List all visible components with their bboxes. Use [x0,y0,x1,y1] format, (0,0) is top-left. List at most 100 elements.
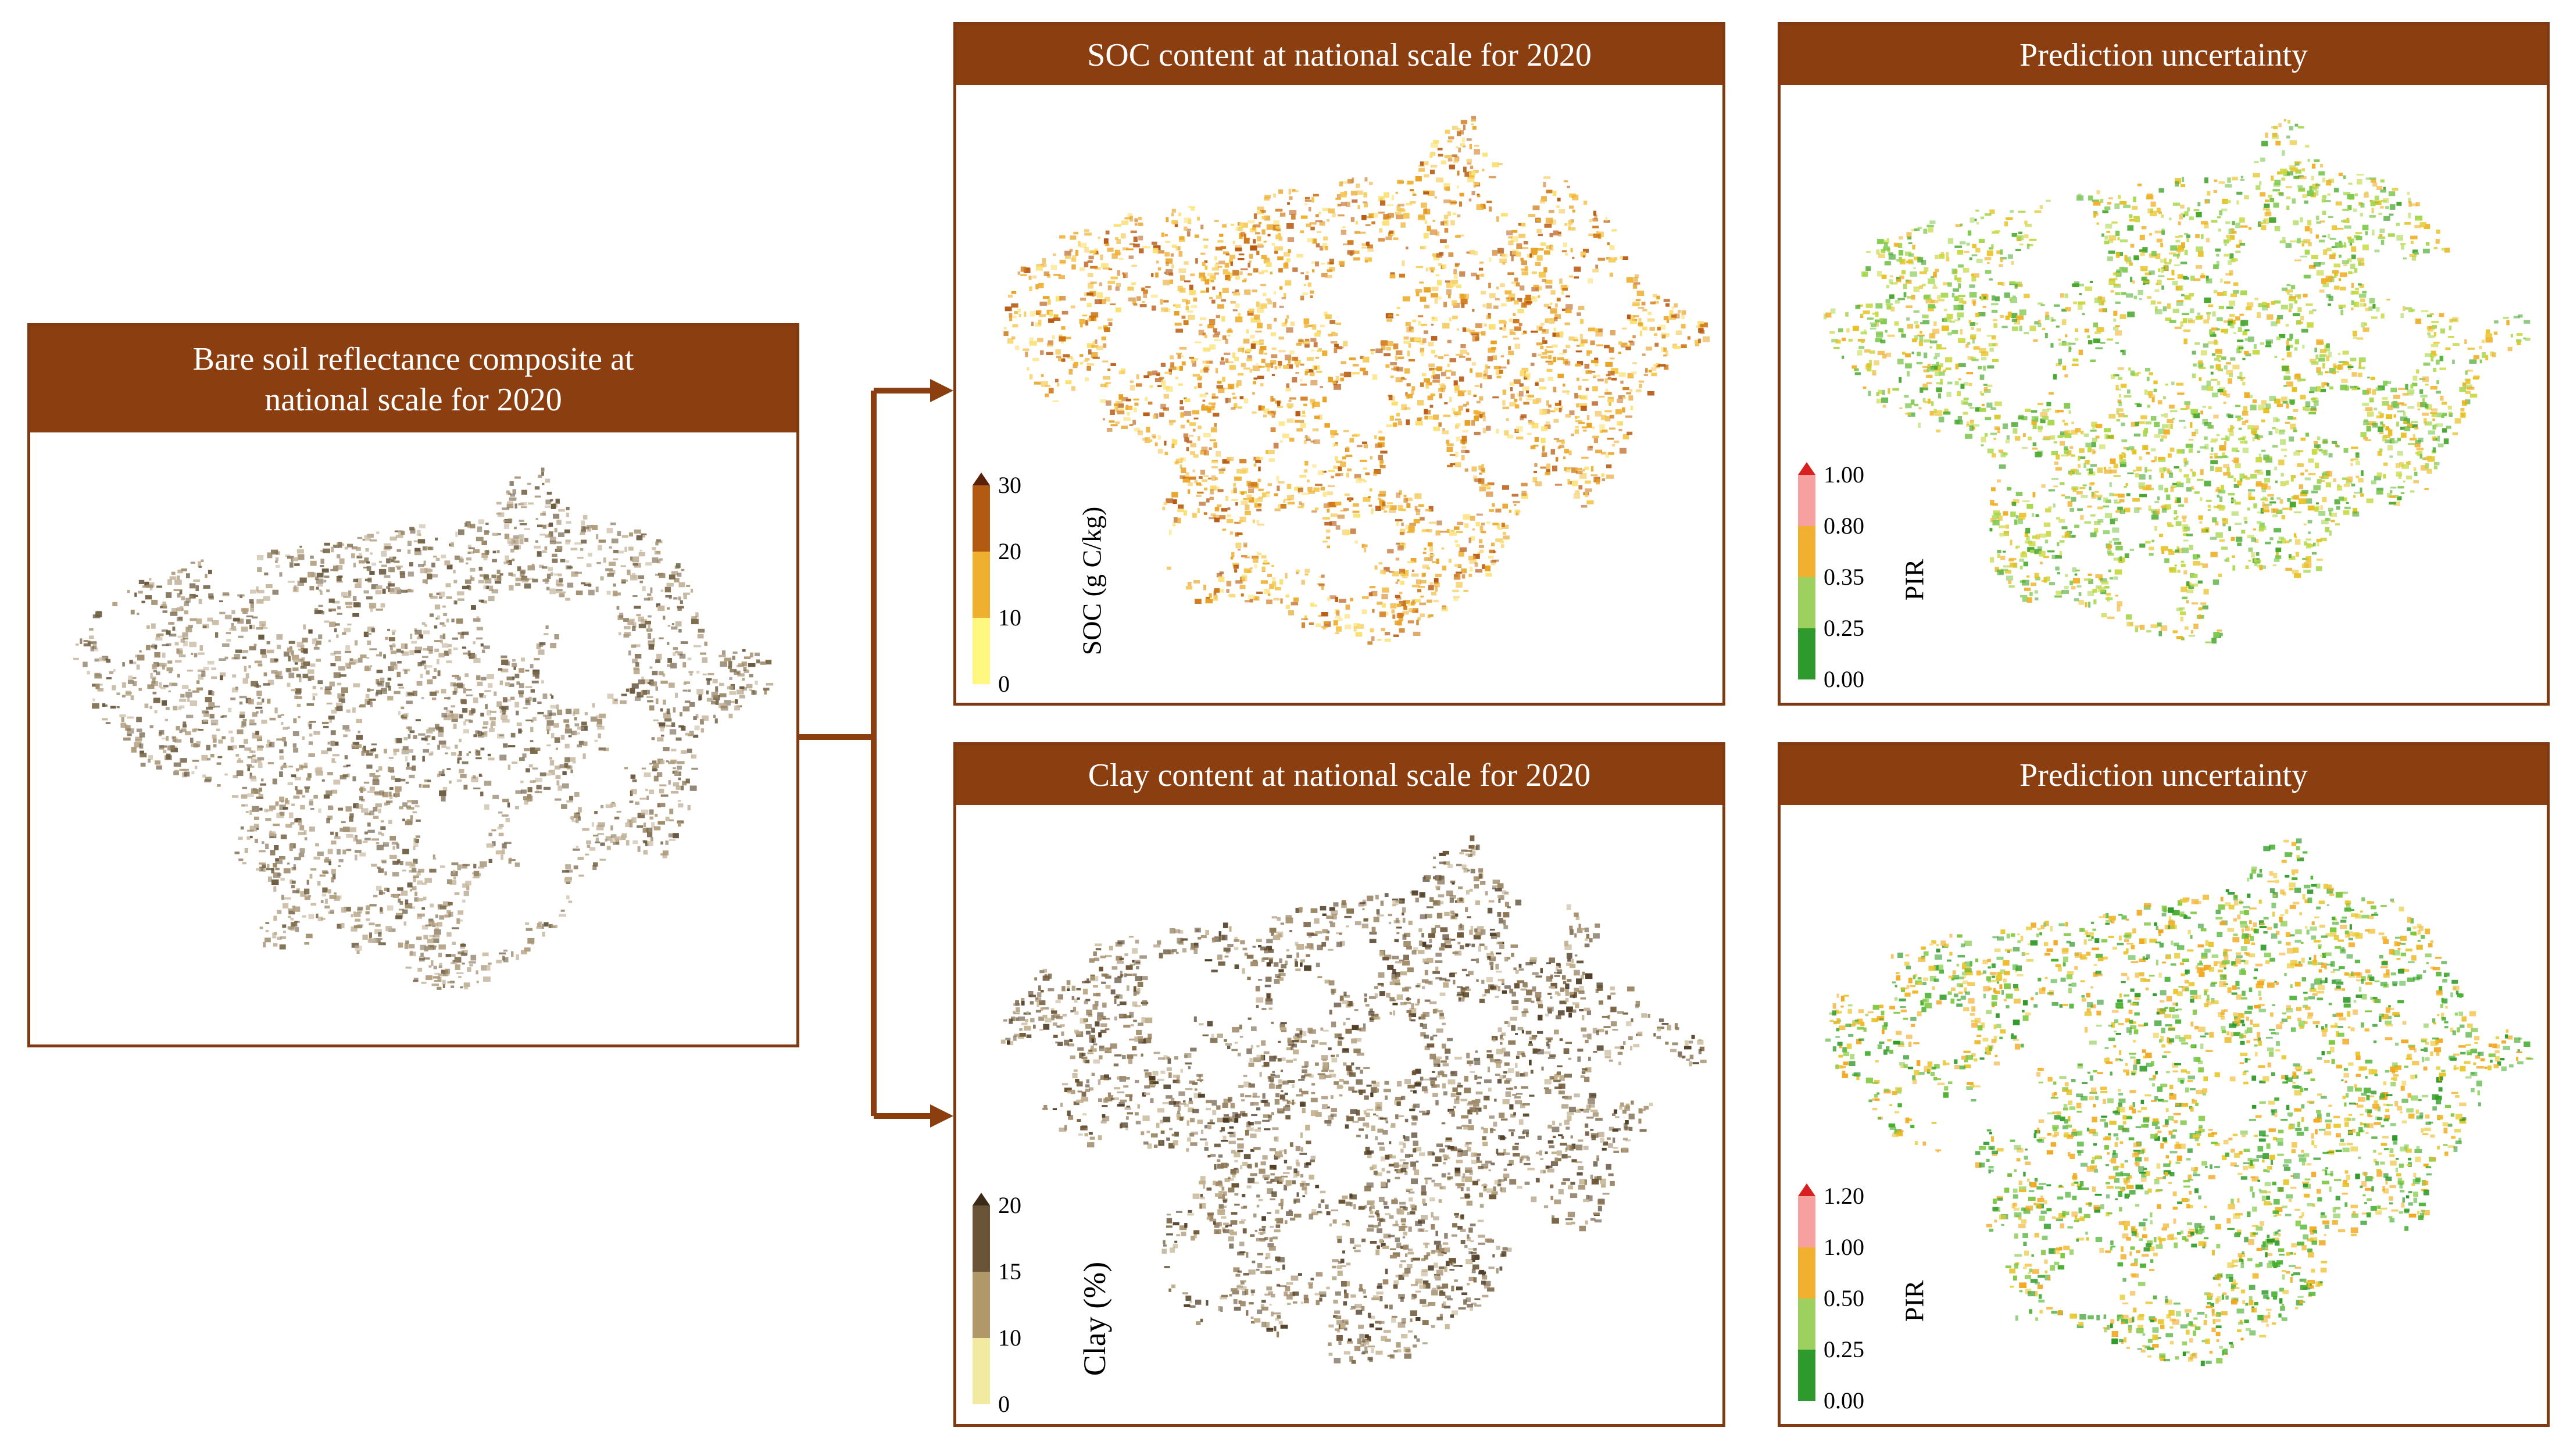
map-pixel [1264,215,1271,221]
map-pixel [191,771,195,775]
map-pixel [99,657,106,661]
map-pixel [1417,589,1421,593]
map-pixel [468,585,471,591]
map-pixel [669,839,675,841]
map-pixel [1204,487,1208,491]
map-pixel [1445,377,1450,379]
map-pixel [390,650,396,654]
map-pixel [328,608,336,611]
map-pixel [273,863,277,868]
map-pixel [1132,301,1136,305]
map-pixel [577,857,584,860]
map-pixel [1518,323,1522,327]
map-pixel [1633,315,1639,317]
map-pixel [342,849,346,854]
map-pixel [301,765,308,768]
map-pixel [1175,304,1181,309]
map-pixel [454,892,460,895]
map-pixel [580,532,585,535]
map-pixel [1453,411,1460,414]
map-pixel [392,872,399,877]
map-pixel [1185,585,1193,590]
map-pixel [406,762,410,767]
map-pixel [326,702,333,704]
map-pixel [353,602,360,607]
map-pixel [697,634,704,639]
map-pixel [367,700,371,705]
map-pixel [282,903,289,908]
map-pixel [1564,449,1569,454]
map-pixel [1285,280,1292,286]
map-pixel [1203,245,1208,249]
map-pixel [1166,262,1169,267]
map-pixel [1461,439,1465,445]
map-pixel [312,693,318,696]
map-pixel [649,666,653,669]
map-pixel [344,627,351,632]
map-pixel [177,607,183,611]
map-pixel [1038,320,1042,325]
map-pixel [545,578,549,584]
map-pixel [312,638,316,645]
map-pixel [1516,243,1522,249]
map-pixel [677,820,684,824]
map-pixel [1453,597,1459,601]
map-pixel [346,849,352,852]
map-pixel [741,661,747,667]
map-pixel [356,950,360,954]
map-pixel [530,740,534,742]
map-pixel [613,550,619,553]
map-pixel [1393,343,1399,349]
map-pixel [659,573,666,578]
map-pixel [1303,284,1306,286]
map-pixel [397,684,403,686]
map-pixel [402,909,408,914]
map-pixel [196,618,202,624]
map-pixel [1542,352,1547,355]
map-pixel [299,577,307,583]
map-pixel [362,747,364,752]
map-pixel [1521,271,1528,276]
map-pixel [307,773,312,778]
map-pixel [599,858,606,861]
map-pixel [1209,517,1216,520]
map-pixel [434,668,437,672]
map-pixel [1435,274,1439,277]
map-pixel [1404,407,1411,410]
map-pixel [514,674,520,678]
map-pixel [460,953,467,956]
map-pixel [1040,350,1044,355]
map-pixel [206,745,210,750]
map-pixel [1250,567,1253,570]
map-pixel [511,539,519,545]
map-pixel [1430,393,1435,396]
map-pixel [691,616,697,621]
map-pixel [1452,283,1456,287]
map-pixel [330,910,334,914]
map-pixel [294,695,298,699]
map-pixel [1407,620,1414,624]
map-pixel [168,691,171,693]
map-pixel [1258,405,1265,411]
map-pixel [406,805,411,809]
map-pixel [742,649,746,652]
map-pixel [1481,523,1485,525]
map-pixel [128,675,133,680]
map-pixel [308,629,313,634]
map-pixel [1463,124,1465,131]
map-pixel [304,786,310,789]
map-pixel [199,645,203,651]
map-pixel [483,721,489,725]
map-pixel [271,549,278,555]
map-pixel [523,796,530,800]
map-pixel [1116,283,1121,287]
map-pixel [1500,544,1504,548]
map-pixel [316,913,319,918]
map-pixel [300,804,305,810]
map-pixel [1697,321,1704,324]
map-pixel [638,575,645,579]
map-pixel [678,629,682,633]
map-pixel [1678,310,1681,313]
map-pixel [1564,360,1571,366]
map-pixel [1454,263,1460,266]
